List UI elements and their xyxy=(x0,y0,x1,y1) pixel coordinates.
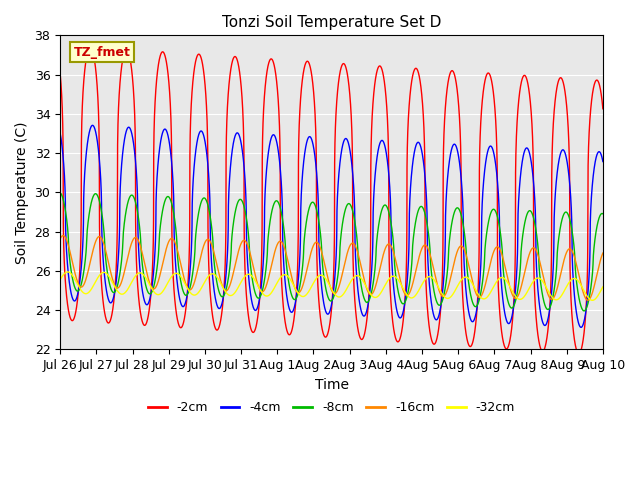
-4cm xyxy=(599,159,607,165)
-32cm xyxy=(313,275,321,280)
-16cm xyxy=(60,233,67,239)
-16cm xyxy=(570,251,577,257)
-32cm xyxy=(468,280,476,286)
-2cm xyxy=(313,262,321,268)
-32cm xyxy=(241,274,248,279)
Line: -32cm: -32cm xyxy=(60,272,603,300)
-2cm xyxy=(86,44,94,50)
-32cm xyxy=(576,281,584,287)
-16cm xyxy=(599,250,607,256)
Line: -2cm: -2cm xyxy=(60,47,603,354)
-32cm xyxy=(64,269,72,275)
-2cm xyxy=(453,85,461,91)
Title: Tonzi Soil Temperature Set D: Tonzi Soil Temperature Set D xyxy=(222,15,441,30)
-16cm xyxy=(576,277,584,283)
-16cm xyxy=(584,298,591,303)
-2cm xyxy=(577,349,584,355)
-2cm xyxy=(599,106,607,112)
-4cm xyxy=(570,279,577,285)
-4cm xyxy=(56,131,64,136)
-8cm xyxy=(313,209,321,215)
-4cm xyxy=(576,324,584,330)
-16cm xyxy=(468,277,476,283)
-16cm xyxy=(241,238,248,243)
-4cm xyxy=(468,319,476,324)
-8cm xyxy=(453,205,461,211)
-32cm xyxy=(56,277,64,283)
Text: TZ_fmet: TZ_fmet xyxy=(74,46,131,59)
-8cm xyxy=(241,205,248,211)
-8cm xyxy=(580,308,588,314)
-32cm xyxy=(570,276,577,281)
-2cm xyxy=(56,71,64,76)
-4cm xyxy=(89,122,97,128)
-8cm xyxy=(570,237,577,243)
Line: -8cm: -8cm xyxy=(60,192,603,311)
-2cm xyxy=(468,341,476,347)
Legend: -2cm, -4cm, -8cm, -16cm, -32cm: -2cm, -4cm, -8cm, -16cm, -32cm xyxy=(143,396,520,420)
-4cm xyxy=(453,146,461,152)
-2cm xyxy=(570,329,577,335)
Y-axis label: Soil Temperature (C): Soil Temperature (C) xyxy=(15,121,29,264)
-4cm xyxy=(577,324,585,330)
-8cm xyxy=(599,211,607,216)
-32cm xyxy=(599,284,607,290)
Line: -16cm: -16cm xyxy=(60,236,603,300)
-8cm xyxy=(56,190,64,195)
-8cm xyxy=(576,300,584,306)
Line: -4cm: -4cm xyxy=(60,125,603,327)
-32cm xyxy=(589,298,596,303)
-16cm xyxy=(453,250,461,255)
-16cm xyxy=(56,236,64,242)
X-axis label: Time: Time xyxy=(314,378,349,392)
-4cm xyxy=(313,176,321,181)
-4cm xyxy=(241,171,248,177)
-16cm xyxy=(313,240,321,245)
-2cm xyxy=(575,351,582,357)
-8cm xyxy=(468,298,476,304)
-32cm xyxy=(453,284,461,290)
-2cm xyxy=(241,254,248,260)
